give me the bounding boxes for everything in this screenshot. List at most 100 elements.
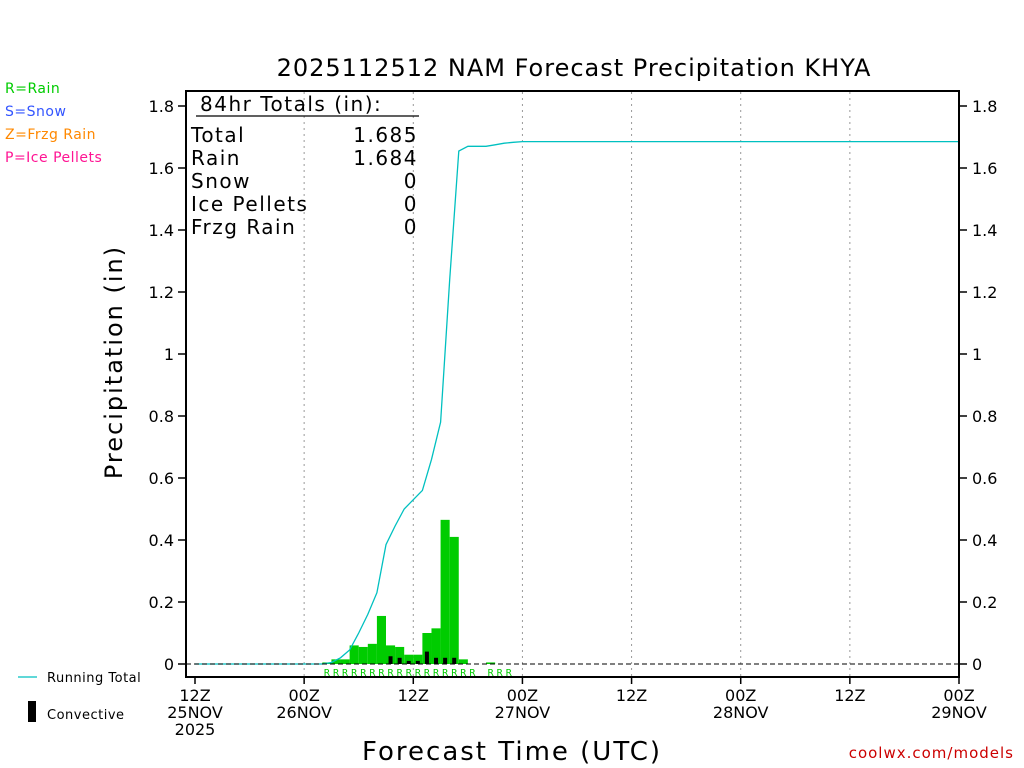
x-tick-label: 00Z bbox=[288, 686, 319, 705]
ptype-mark: R bbox=[333, 668, 340, 679]
convective-bar bbox=[424, 651, 429, 664]
totals-box: 84hr Totals (in): Total 1.685 Rain 1.684… bbox=[190, 92, 419, 239]
totals-heading: 84hr Totals (in): bbox=[200, 92, 382, 116]
y-tick-label-left: 0.2 bbox=[149, 593, 174, 612]
legend-frzg-rain: Z=Frzg Rain bbox=[5, 127, 97, 143]
rain-bar bbox=[358, 646, 368, 664]
y-tick-label-left: 0.8 bbox=[149, 407, 174, 426]
legend-snow: S=Snow bbox=[5, 104, 67, 120]
y-axis-label: Precipitation (in) bbox=[100, 245, 128, 479]
x-tick-label: 00Z bbox=[507, 686, 538, 705]
ptype-mark: R bbox=[388, 668, 395, 679]
ptype-mark: R bbox=[433, 668, 440, 679]
convective-legend-swatch bbox=[28, 701, 36, 722]
y-tick-label-left: 1.6 bbox=[149, 159, 174, 178]
totals-value-ice-pellets: 0 bbox=[404, 192, 418, 216]
x-tick-label: 25NOV bbox=[167, 703, 223, 722]
chart-title: 2025112512 NAM Forecast Precipitation KH… bbox=[277, 54, 872, 82]
x-tick-label: 12Z bbox=[179, 686, 210, 705]
totals-label-snow: Snow bbox=[191, 169, 251, 193]
ptype-mark: R bbox=[324, 668, 331, 679]
y-tick-label-left: 1.8 bbox=[149, 97, 174, 116]
totals-value-total: 1.685 bbox=[353, 123, 418, 147]
rain-bar bbox=[422, 633, 432, 664]
rain-bar bbox=[486, 662, 496, 664]
x-tick-label: 27NOV bbox=[495, 703, 551, 722]
y-tick-label-left: 1 bbox=[164, 345, 174, 364]
legend-ice-pellets: P=Ice Pellets bbox=[5, 150, 103, 166]
totals-label-total: Total bbox=[190, 123, 245, 147]
ptype-mark: R bbox=[369, 668, 376, 679]
rain-bar bbox=[331, 659, 341, 664]
ptype-mark: R bbox=[360, 668, 367, 679]
x-tick-label: 00Z bbox=[943, 686, 974, 705]
y-tick-label-right: 1.8 bbox=[972, 97, 997, 116]
ptype-mark: R bbox=[469, 668, 476, 679]
ptype-mark: R bbox=[406, 668, 413, 679]
x-tick-label: 29NOV bbox=[931, 703, 987, 722]
rain-bar bbox=[413, 654, 423, 664]
ptype-mark: R bbox=[488, 668, 495, 679]
y-tick-label-right: 0 bbox=[972, 655, 982, 674]
ptype-mark: R bbox=[497, 668, 504, 679]
y-tick-label-right: 1.4 bbox=[972, 221, 997, 240]
convective-bar bbox=[397, 657, 402, 664]
totals-value-frzg-rain: 0 bbox=[404, 215, 418, 239]
y-tick-label-right: 0.2 bbox=[972, 593, 997, 612]
ptype-mark: R bbox=[415, 668, 422, 679]
convective-bar bbox=[452, 657, 457, 664]
y-tick-label-right: 1 bbox=[972, 345, 982, 364]
ptype-mark: R bbox=[342, 668, 349, 679]
rain-bar bbox=[404, 654, 414, 664]
convective-bar bbox=[415, 660, 420, 664]
x-tick-label: 00Z bbox=[725, 686, 756, 705]
totals-label-frzg-rain: Frzg Rain bbox=[191, 215, 296, 239]
rain-bar bbox=[340, 659, 350, 664]
rain-bar bbox=[440, 519, 450, 664]
ptype-mark: R bbox=[460, 668, 467, 679]
y-tick-label-right: 0.4 bbox=[972, 531, 997, 550]
legend-rain: R=Rain bbox=[5, 81, 61, 97]
running-total-legend-label: Running Total bbox=[47, 671, 141, 686]
rain-bar bbox=[458, 659, 468, 664]
x-tick-label: 12Z bbox=[616, 686, 647, 705]
y-tick-label-right: 0.6 bbox=[972, 469, 997, 488]
y-tick-label-left: 0.6 bbox=[149, 469, 174, 488]
y-tick-label-right: 1.2 bbox=[972, 283, 997, 302]
x-tick-label: 2025 bbox=[175, 720, 216, 739]
rain-bar bbox=[449, 536, 459, 664]
x-axis-label: Forecast Time (UTC) bbox=[362, 737, 662, 767]
y-tick-label-right: 0.8 bbox=[972, 407, 997, 426]
ptype-mark: R bbox=[451, 668, 458, 679]
rain-bar bbox=[349, 645, 359, 664]
totals-value-snow: 0 bbox=[404, 169, 418, 193]
ptype-mark: R bbox=[378, 668, 385, 679]
rain-bar bbox=[395, 646, 405, 664]
convective-bar bbox=[434, 657, 439, 664]
ptype-mark: R bbox=[424, 668, 431, 679]
source-link[interactable]: coolwx.com/models bbox=[848, 744, 1014, 762]
totals-label-ice-pellets: Ice Pellets bbox=[191, 192, 308, 216]
x-tick-label: 28NOV bbox=[713, 703, 769, 722]
totals-label-rain: Rain bbox=[191, 146, 241, 170]
x-tick-label: 26NOV bbox=[276, 703, 332, 722]
ptype-mark: R bbox=[442, 668, 449, 679]
running-total-line bbox=[195, 140, 959, 665]
rain-bar bbox=[376, 615, 386, 664]
rain-bar bbox=[367, 643, 377, 664]
x-tick-label: 12Z bbox=[398, 686, 429, 705]
x-tick-label: 12Z bbox=[834, 686, 865, 705]
y-tick-label-left: 0 bbox=[164, 655, 174, 674]
convective-bar bbox=[406, 660, 411, 664]
rain-bar bbox=[431, 628, 441, 664]
y-tick-label-left: 0.4 bbox=[149, 531, 174, 550]
convective-legend-label: Convective bbox=[47, 708, 125, 723]
y-tick-label-right: 1.6 bbox=[972, 159, 997, 178]
plot-frame bbox=[185, 90, 960, 678]
ptype-mark: R bbox=[351, 668, 358, 679]
totals-value-rain: 1.684 bbox=[353, 146, 418, 170]
y-tick-label-left: 1.2 bbox=[149, 283, 174, 302]
rain-bar bbox=[386, 645, 396, 664]
ptype-mark: R bbox=[506, 668, 513, 679]
